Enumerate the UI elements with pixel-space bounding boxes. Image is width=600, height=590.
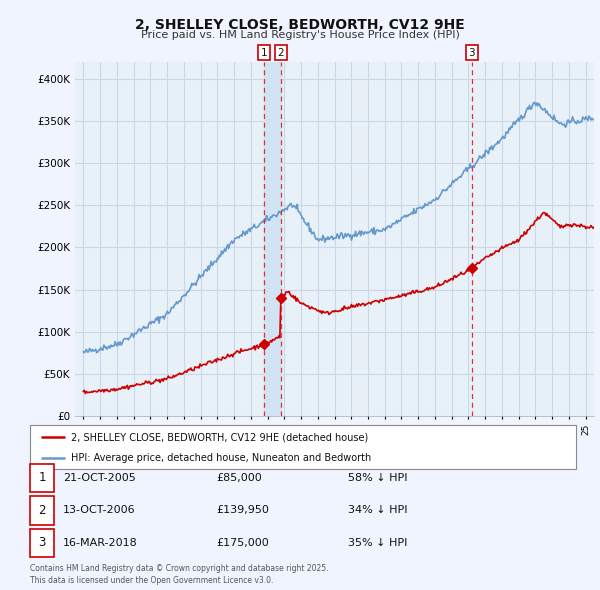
Text: £175,000: £175,000 [216, 538, 269, 548]
Text: 1: 1 [38, 471, 46, 484]
Text: 3: 3 [469, 48, 475, 58]
Text: 35% ↓ HPI: 35% ↓ HPI [348, 538, 407, 548]
Text: £85,000: £85,000 [216, 473, 262, 483]
Text: 13-OCT-2006: 13-OCT-2006 [63, 506, 136, 515]
Text: HPI: Average price, detached house, Nuneaton and Bedworth: HPI: Average price, detached house, Nune… [71, 453, 371, 463]
Bar [265, 62, 281, 416]
Text: 34% ↓ HPI: 34% ↓ HPI [348, 506, 407, 515]
Text: 1: 1 [261, 48, 268, 58]
Text: Price paid vs. HM Land Registry's House Price Index (HPI): Price paid vs. HM Land Registry's House … [140, 30, 460, 40]
Text: 21-OCT-2005: 21-OCT-2005 [63, 473, 136, 483]
Text: Contains HM Land Registry data © Crown copyright and database right 2025.
This d: Contains HM Land Registry data © Crown c… [30, 564, 329, 585]
Text: £139,950: £139,950 [216, 506, 269, 515]
Text: 2: 2 [38, 504, 46, 517]
FancyBboxPatch shape [30, 425, 576, 469]
Text: 2, SHELLEY CLOSE, BEDWORTH, CV12 9HE (detached house): 2, SHELLEY CLOSE, BEDWORTH, CV12 9HE (de… [71, 432, 368, 442]
Text: 3: 3 [38, 536, 46, 549]
Text: 58% ↓ HPI: 58% ↓ HPI [348, 473, 407, 483]
Text: 2: 2 [277, 48, 284, 58]
Text: 16-MAR-2018: 16-MAR-2018 [63, 538, 138, 548]
Text: 2, SHELLEY CLOSE, BEDWORTH, CV12 9HE: 2, SHELLEY CLOSE, BEDWORTH, CV12 9HE [135, 18, 465, 32]
